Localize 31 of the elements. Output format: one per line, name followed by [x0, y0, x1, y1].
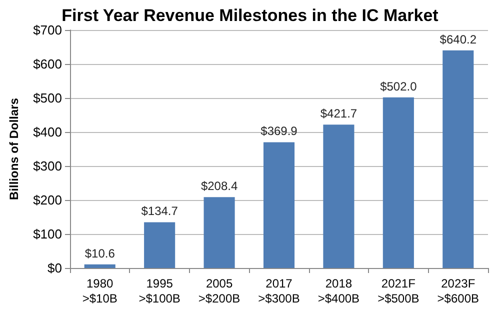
- y-tick-label: $0: [48, 260, 62, 276]
- data-label: $134.7: [141, 204, 178, 218]
- x-tick-label: 2017 >$300B: [258, 276, 300, 306]
- data-label: $369.9: [260, 124, 298, 138]
- y-tick-label: $400: [33, 124, 62, 140]
- chart-title: First Year Revenue Milestones in the IC Market: [62, 6, 439, 25]
- data-label: $10.6: [84, 246, 116, 260]
- data-label: $502.0: [380, 79, 418, 94]
- y-tick-label: $300: [33, 158, 62, 174]
- x-tick-label: 1980 >$10B: [82, 276, 118, 306]
- data-label: $640.2: [440, 32, 477, 46]
- x-tick-label: 2018 >$400B: [318, 276, 360, 306]
- bar: [442, 50, 474, 268]
- y-tick-label: $600: [33, 56, 62, 72]
- bar: [382, 97, 414, 268]
- y-tick-label: $100: [33, 226, 62, 242]
- data-label: $208.4: [200, 179, 238, 194]
- bar: [323, 124, 354, 268]
- y-axis-title: Billions of Dollars: [7, 98, 21, 200]
- y-tick-label: $500: [33, 90, 62, 106]
- bar: [204, 197, 235, 268]
- data-label: $421.7: [320, 106, 358, 121]
- x-tick-label: 2023F >$600B: [437, 276, 479, 306]
- x-tick-label: 2005 >$200B: [198, 276, 240, 306]
- x-tick-label: 1995 >$100B: [138, 276, 180, 306]
- x-tick-label: 2021F >$500B: [378, 276, 420, 306]
- bar: [263, 142, 295, 268]
- bar: [144, 222, 176, 268]
- y-tick-label: $700: [33, 22, 62, 38]
- y-tick-label: $200: [33, 192, 62, 208]
- bar: [84, 264, 116, 268]
